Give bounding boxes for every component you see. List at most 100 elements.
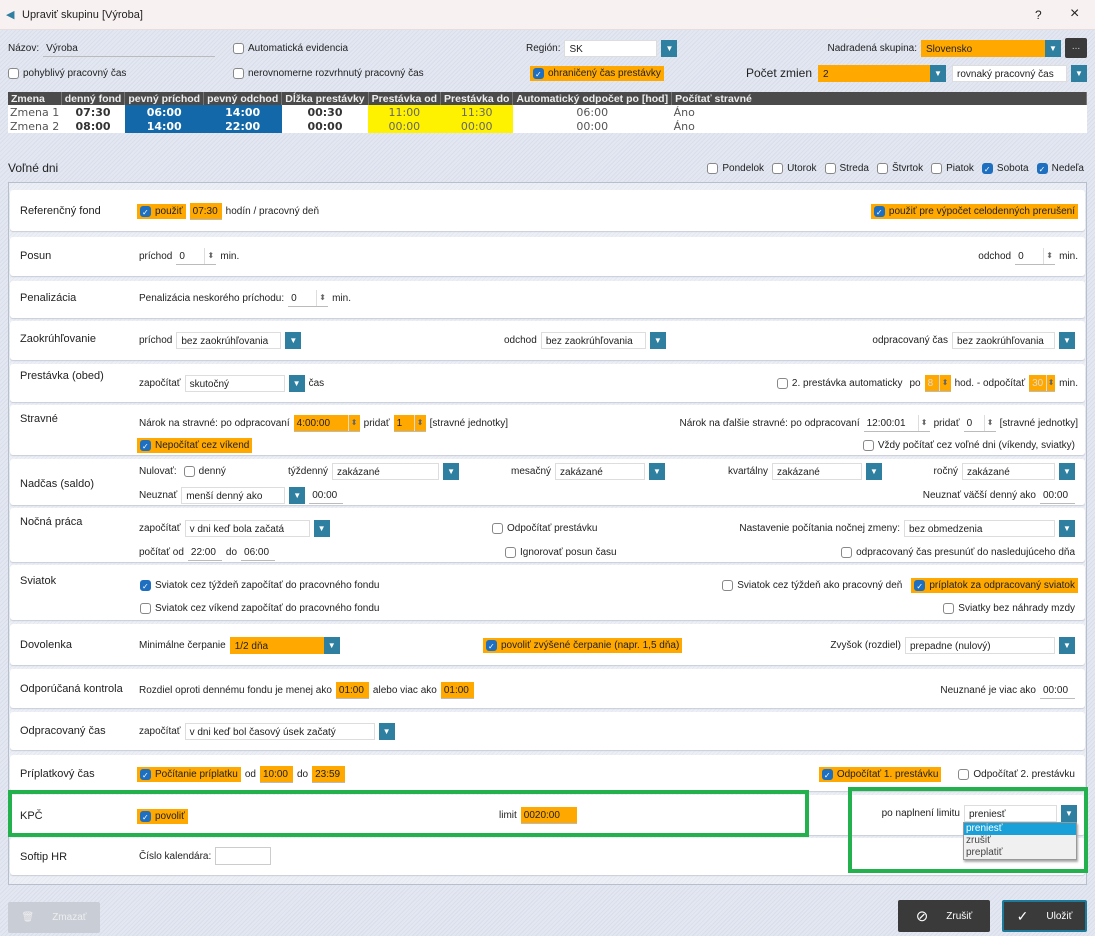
dropdown-value[interactable]: Slovensko [921,39,1041,57]
close-button[interactable]: × [1070,5,1080,22]
column-header[interactable]: Zmena [8,92,62,105]
sup-from-v-field[interactable]: 10:00 [259,765,293,783]
column-header[interactable]: pevný príchod [124,92,205,105]
dropdown-value[interactable]: bez zaokrúhľovania [952,331,1055,349]
ot-weekly-v-dropdown[interactable]: zakázané ▼ [332,462,460,480]
day-3-checkbox[interactable]: Štvrtok [874,161,926,176]
table-cell[interactable]: 00:00 [440,119,513,133]
vac-allow-checkbox[interactable]: povoliť zvýšené čerpanie (napr. 1,5 dňa) [483,637,683,653]
meal-no-weekend-checkbox[interactable]: Nepočítať cez víkend [137,437,253,453]
checkbox-icon[interactable] [140,439,151,453]
kpc-allow-checkbox[interactable]: povoliť [137,808,188,824]
stepper-value[interactable]: 12:00:01 [866,417,906,429]
checkbox-icon[interactable] [981,162,993,176]
spinner-arrows-icon[interactable]: ⬍ [1046,374,1055,391]
sup-calc-checkbox[interactable]: Počítanie príplatku [137,766,241,782]
sup-sub2-checkbox[interactable]: Odpočítať 2. prestávku [955,767,1078,782]
dropdown-value[interactable]: rovnaký pracovný čas [952,64,1067,82]
shift-departure-v-stepper[interactable]: 0 ⬍ [1015,247,1056,265]
spinner-arrows-icon[interactable]: ⬍ [938,374,951,391]
table-cell[interactable]: 00:00 [368,119,441,133]
night-sub-break-checkbox[interactable]: Odpočítať prestávku [489,521,600,536]
checkbox-icon[interactable] [873,205,885,219]
table-cell[interactable]: 14:00 [124,119,204,133]
checkbox-icon[interactable] [505,546,516,558]
checkbox-icon[interactable] [821,768,833,782]
meal-add-v-stepper[interactable]: 1 ⬍ [393,414,426,432]
table-cell[interactable]: 06:00 [124,105,204,119]
dropdown-value[interactable]: v dni keď bola začatá [184,519,310,537]
night-move-checkbox[interactable]: odpracovaný čas presunúť do nasledujúceh… [838,545,1078,560]
chevron-down-icon[interactable]: ▼ [285,331,302,349]
table-cell[interactable]: 07:30 [75,105,111,119]
day-6-checkbox[interactable]: Nedeľa [1034,161,1087,176]
kpc-after-v-dropdown[interactable]: preniesť ▼ [964,804,1077,822]
header-parent-value-dropdown[interactable]: Slovensko ▼ [921,39,1061,57]
kpc-limit-v-field[interactable]: 0020:00 [520,806,577,824]
day-2-checkbox[interactable]: Streda [822,161,872,176]
column-header[interactable]: Automatický odpočet po [hod] [512,92,673,105]
dropdown-value[interactable]: menší denný ako [181,486,286,504]
vac-min-v-dropdown[interactable]: 1/2 dňa ▼ [229,636,340,654]
table-cell[interactable]: 06:00 [576,105,609,119]
table-cell[interactable]: Áno [673,119,695,133]
option-preniest[interactable]: preniesť [964,823,1076,835]
checkbox-icon[interactable] [233,42,244,54]
day-0-checkbox[interactable]: Pondelok [704,161,767,176]
night-from-v-field[interactable]: 22:00 [187,544,222,561]
table-row[interactable]: Zmena 2 08:00 14:00 22:00 00:00 00:00 00:00 00:… [8,119,1087,133]
ot-daily-checkbox[interactable]: denný [181,464,229,479]
ref-use-full-checkbox[interactable]: použiť pre výpočet celodenných prerušení [870,203,1078,219]
checkbox-icon[interactable] [140,768,151,782]
checkbox-icon[interactable] [140,602,151,614]
chevron-down-icon[interactable]: ▼ [1059,462,1075,480]
spinner-arrows-icon[interactable]: ⬍ [1043,247,1055,264]
chevron-down-icon[interactable]: ▼ [323,636,340,654]
chevron-down-icon[interactable]: ▼ [313,519,330,537]
softip-cal-v-field[interactable] [215,847,272,865]
round-departure-v-dropdown[interactable]: bez zaokrúhľovania ▼ [540,331,666,349]
chevron-down-icon[interactable]: ▼ [1045,39,1061,57]
flexible-label-checkbox[interactable]: pohyblivý pracovný čas [5,66,129,81]
shift-arrival-v-stepper[interactable]: 0 ⬍ [176,247,217,265]
header-region-value-dropdown[interactable]: SK ▼ [564,39,678,57]
chevron-down-icon[interactable]: ▼ [1059,636,1075,654]
auto-evidence-label-checkbox[interactable]: Automatická evidencia [230,41,351,56]
table-cell[interactable]: 11:30 [440,105,513,119]
checkbox-icon[interactable] [841,546,853,558]
stepper-value[interactable]: 1 [393,414,414,431]
column-header[interactable]: Dĺžka prestávky [281,92,369,105]
column-header[interactable]: pevný odchod [203,92,283,105]
column-header[interactable]: denný fond [61,92,126,105]
spinner-arrows-icon[interactable]: ⬍ [347,414,360,431]
night-ignore-dst-checkbox[interactable]: Ignorovať posun času [502,545,620,560]
table-cell[interactable]: 22:00 [203,119,282,133]
limit-dropdown-list[interactable]: preniesť zrušiť preplatiť [963,822,1077,860]
stepper-value[interactable]: 0 [1018,250,1024,262]
checkbox-icon[interactable] [492,522,503,534]
spinner-arrows-icon[interactable]: ⬍ [983,414,996,431]
ot-ignore-v-dropdown[interactable]: menší denný ako ▼ [181,486,306,504]
stepper-value[interactable]: 0 [179,250,185,262]
ot-yearly-v-dropdown[interactable]: zakázané ▼ [962,462,1075,480]
vac-rest-v-dropdown[interactable]: prepadne (nulový) ▼ [905,636,1075,654]
ot-monthly-v-dropdown[interactable]: zakázané ▼ [555,462,666,480]
chevron-down-icon[interactable]: ▼ [866,462,883,480]
meal-claim2-v-stepper[interactable]: 12:00:01 ⬍ [863,414,930,432]
chevron-down-icon[interactable]: ▼ [378,722,395,740]
table-cell[interactable]: 00:30 [307,105,343,119]
checkbox-icon[interactable] [931,162,943,174]
round-arrival-v-dropdown[interactable]: bez zaokrúhľovania ▼ [176,331,302,349]
chevron-down-icon[interactable]: ▼ [443,462,460,480]
checkbox-icon[interactable] [943,602,955,614]
meal-claim-v-stepper[interactable]: 4:00:00 ⬍ [293,414,360,432]
chk-unrec-v-field[interactable]: 00:00 [1040,682,1075,699]
dropdown-value[interactable]: preniesť [964,804,1057,822]
delete-button[interactable]: 🗑 Zmazať [8,902,100,933]
sup-to-v-field[interactable]: 23:59 [312,765,346,783]
checkbox-icon[interactable] [533,67,544,81]
table-row[interactable]: Zmena 1 07:30 06:00 14:00 00:30 11:00 11:30 06:… [8,105,1087,119]
night-count-v-dropdown[interactable]: v dni keď bola začatá ▼ [184,519,330,537]
hol-no-comp-checkbox[interactable]: Sviatky bez náhrady mzdy [940,601,1078,616]
checkbox-icon[interactable] [8,67,19,79]
